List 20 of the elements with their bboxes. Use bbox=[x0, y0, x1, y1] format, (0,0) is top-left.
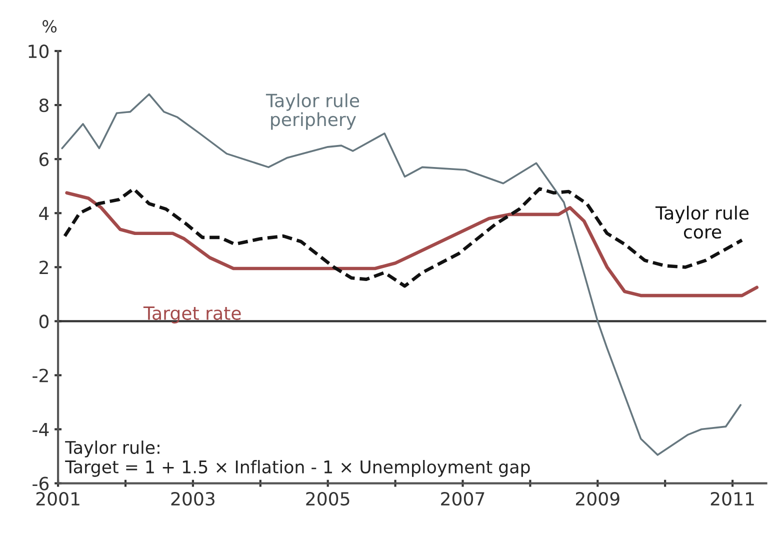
y-tick-label: 4 bbox=[39, 206, 49, 220]
x-tick-label: 2011 bbox=[710, 492, 754, 506]
annotation: Taylor rule: Target = 1 + 1.5 × Inflation - 1 × Unemployment gap bbox=[65, 440, 530, 477]
series-label: Taylor rule core bbox=[655, 206, 749, 239]
x-tick-label: 2007 bbox=[441, 492, 484, 506]
x-tick-label: 2009 bbox=[576, 492, 620, 506]
y-tick-label: -2 bbox=[32, 368, 48, 382]
x-tick-label: 2005 bbox=[306, 492, 350, 506]
y-tick-label: 10 bbox=[28, 44, 49, 58]
y-tick-label: 6 bbox=[39, 152, 49, 166]
x-tick-label: 2003 bbox=[171, 492, 214, 506]
text: Target rate bbox=[143, 306, 241, 324]
x-tick-label: 2001 bbox=[36, 492, 80, 506]
y-tick-label: 2 bbox=[40, 260, 48, 274]
y-tick-label: -6 bbox=[32, 476, 49, 490]
y-tick-label: 8 bbox=[39, 98, 48, 112]
series-label: Taylor rule periphery bbox=[266, 93, 360, 130]
y-axis-title: % bbox=[42, 20, 57, 33]
y-tick-label: 0 bbox=[39, 314, 49, 328]
y-tick-label: -4 bbox=[32, 422, 49, 436]
